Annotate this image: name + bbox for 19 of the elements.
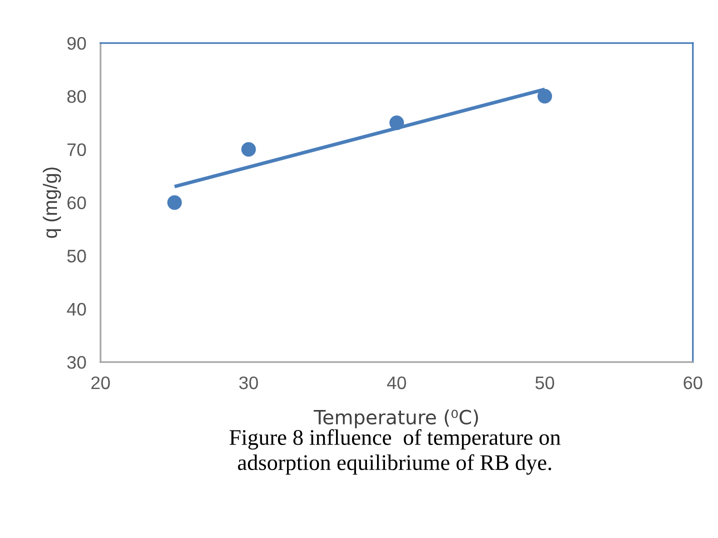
y-axis-title: q (mg/g) (42, 168, 61, 238)
y-tick-label: 40 (66, 302, 86, 316)
caption: Figure 8 influence of temperature on adsorption equilibriume of RB dye. (230, 429, 561, 475)
point (241, 142, 256, 157)
x-tick-label: 50 (535, 376, 554, 390)
y-tick-label: 70 (67, 143, 86, 156)
point (167, 195, 182, 210)
x-tick-label: 60 (684, 376, 702, 390)
y-tick-label: 60 (67, 196, 86, 210)
x-axis-title: Temperature (⁰C) (314, 409, 478, 428)
point (538, 88, 552, 104)
y-tick-label: 90 (67, 36, 86, 50)
y-tick-label: 30 (67, 356, 86, 369)
y-tick-label: 80 (67, 90, 86, 103)
x-tick-label: 40 (387, 376, 406, 390)
point (389, 116, 404, 130)
x-tick-label: 30 (239, 376, 258, 390)
y-tick-label: 50 (67, 250, 86, 262)
x-tick-label: 20 (91, 376, 110, 390)
